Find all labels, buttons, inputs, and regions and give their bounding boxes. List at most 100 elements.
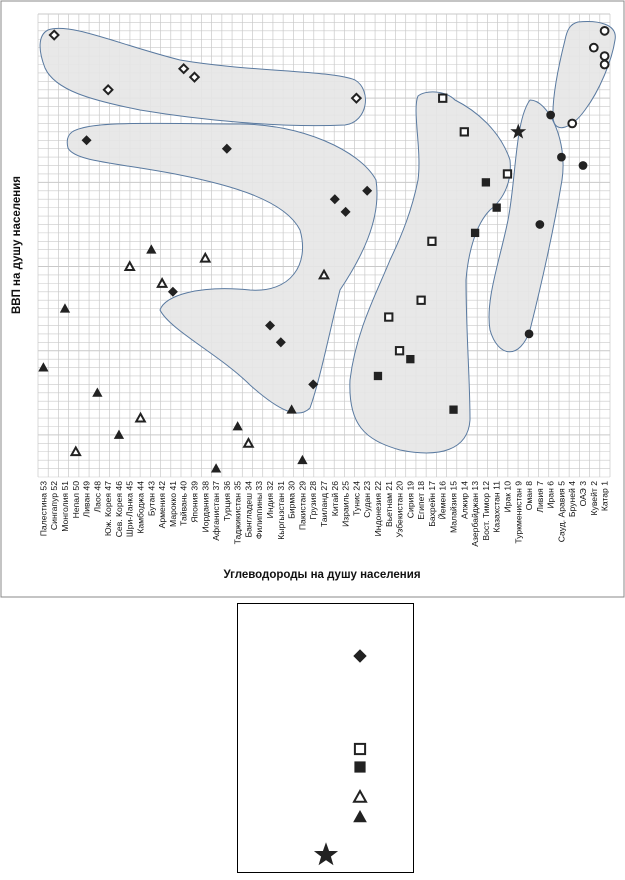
x-tick-label: Филиппины 33 xyxy=(254,481,264,539)
marker-diamond-filled xyxy=(265,320,276,331)
marker-diamond-open xyxy=(48,29,60,41)
marker-square-filled xyxy=(492,203,501,212)
marker-circle-open xyxy=(588,42,599,53)
scatter-chart: Палестина 53 Сингапур 52 Монголия 51 Непал … xyxy=(0,0,625,598)
marker-star xyxy=(313,842,339,866)
marker-diamond-open xyxy=(102,84,114,96)
x-tick-label: Бутан 43 xyxy=(146,481,156,516)
marker-circle-filled xyxy=(535,220,545,229)
marker-circle-filled xyxy=(524,329,534,339)
marker-triangle-open xyxy=(156,277,169,288)
x-tick-label: Йемен 16 xyxy=(437,481,448,520)
x-tick-label: Ливия 7 xyxy=(535,481,545,513)
x-tick-label: Кувейт 2 xyxy=(589,481,599,516)
x-tick-labels: Палестина 53 Сингапур 52 Монголия 51 Непал … xyxy=(38,481,609,547)
marker-square-open xyxy=(427,236,437,246)
marker-square-open xyxy=(459,127,469,137)
marker-square-filled xyxy=(470,228,480,238)
x-tick-label: Иран 6 xyxy=(546,481,556,509)
marker-diamond-filled xyxy=(221,143,232,154)
x-tick-label: Казахстан 11 xyxy=(492,481,502,533)
marker-circle-open xyxy=(599,25,610,36)
x-tick-label: Сингапур 52 xyxy=(49,481,59,530)
marker-square-filled xyxy=(449,405,458,414)
marker-circle-open xyxy=(599,59,610,70)
marker-square-open xyxy=(438,93,448,103)
x-tick-label: Азербайджан 13 xyxy=(470,481,480,547)
x-tick-label: Бангладеш 34 xyxy=(243,481,253,538)
cluster-squares xyxy=(349,91,511,454)
x-tick-label: Тунис 24 xyxy=(351,481,361,516)
marker-circle-filled xyxy=(578,161,588,170)
x-tick-label: Марокко 41 xyxy=(168,481,178,527)
marker-triangle-filled xyxy=(92,387,103,397)
marker-circle-open xyxy=(567,118,578,129)
x-tick-label: Вост. Тимор 12 xyxy=(481,481,491,541)
marker-square-open xyxy=(502,169,513,179)
data-markers xyxy=(38,25,610,473)
cluster-regions xyxy=(39,21,616,454)
cluster-east-asia xyxy=(39,27,366,127)
marker-diamond-filled xyxy=(167,286,178,297)
x-tick-label: Лаос 48 xyxy=(92,481,102,513)
x-tick-label: Сев. Корея 46 xyxy=(114,481,124,537)
x-tick-label: Египет 18 xyxy=(416,481,426,520)
marker-square-filled xyxy=(373,371,383,381)
x-tick-label: Кыргызстан 31 xyxy=(276,481,286,540)
marker-triangle-filled xyxy=(146,244,157,254)
x-tick-label: Ливан 49 xyxy=(82,481,92,518)
marker-square-filled xyxy=(354,761,366,773)
marker-square-open xyxy=(353,742,367,756)
marker-diamond-filled xyxy=(362,185,373,196)
marker-triangle-open xyxy=(352,788,368,803)
marker-triangle-filled xyxy=(286,404,297,414)
x-axis-label: Углеводороды на душу населения xyxy=(223,569,420,581)
x-tick-label: Ирак 10 xyxy=(502,481,512,513)
marker-diamond-open xyxy=(350,92,363,104)
marker-triangle-filled xyxy=(210,463,222,473)
x-tick-label: Тайвань 40 xyxy=(179,481,189,526)
marker-triangle-open xyxy=(242,436,255,448)
x-tick-label: Шри-Ланка 45 xyxy=(125,481,135,537)
x-tick-label: Узбекистан 20 xyxy=(395,481,405,538)
marker-triangle-filled xyxy=(297,454,308,465)
x-tick-label: Армения 42 xyxy=(157,481,167,529)
marker-square-filled xyxy=(481,178,491,187)
x-tick-label: Бахрейн 17 xyxy=(427,481,437,527)
marker-triangle-filled xyxy=(59,303,71,313)
x-tick-label: Судан 23 xyxy=(362,481,372,518)
cluster-middle xyxy=(66,122,378,414)
marker-diamond-open xyxy=(177,63,190,75)
x-tick-label: Катар 1 xyxy=(600,481,610,511)
marker-circle-open xyxy=(599,51,610,61)
x-tick-label: Индонезия 22 xyxy=(373,481,383,537)
x-tick-label: Грузия 28 xyxy=(308,481,318,520)
marker-star xyxy=(510,123,527,139)
marker-triangle-filled xyxy=(113,429,125,439)
marker-diamond-filled xyxy=(329,194,340,205)
marker-triangle-open xyxy=(199,251,212,263)
marker-diamond-filled xyxy=(308,379,319,390)
marker-square-filled xyxy=(406,354,415,364)
marker-diamond-open xyxy=(188,71,201,83)
marker-triangle-filled xyxy=(38,362,49,372)
y-axis-label: ВВП на душу населения xyxy=(11,176,23,314)
x-tick-label: Сирия 19 xyxy=(405,481,415,518)
x-tick-label: Таджикистан 35 xyxy=(233,481,243,545)
x-tick-label: Китай 26 xyxy=(330,481,340,516)
legend xyxy=(237,603,414,873)
marker-triangle-open xyxy=(134,411,147,423)
marker-square-open xyxy=(394,346,405,356)
marker-square-open xyxy=(416,295,426,305)
marker-circle-filled xyxy=(546,110,556,120)
x-tick-label: Вьетнам 21 xyxy=(384,481,394,527)
x-tick-label: Турция 36 xyxy=(222,481,232,521)
x-tick-label: Иордания 38 xyxy=(200,481,210,533)
x-tick-label: Израиль 25 xyxy=(341,481,351,527)
x-tick-label: Камбоджа 44 xyxy=(136,481,146,534)
x-tick-label: Таиланд 27 xyxy=(319,481,329,527)
marker-square-open xyxy=(384,312,394,322)
marker-diamond-filled xyxy=(353,649,367,663)
x-tick-label: Оман 8 xyxy=(524,481,534,511)
x-tick-label: Туркменистан 9 xyxy=(513,481,523,544)
